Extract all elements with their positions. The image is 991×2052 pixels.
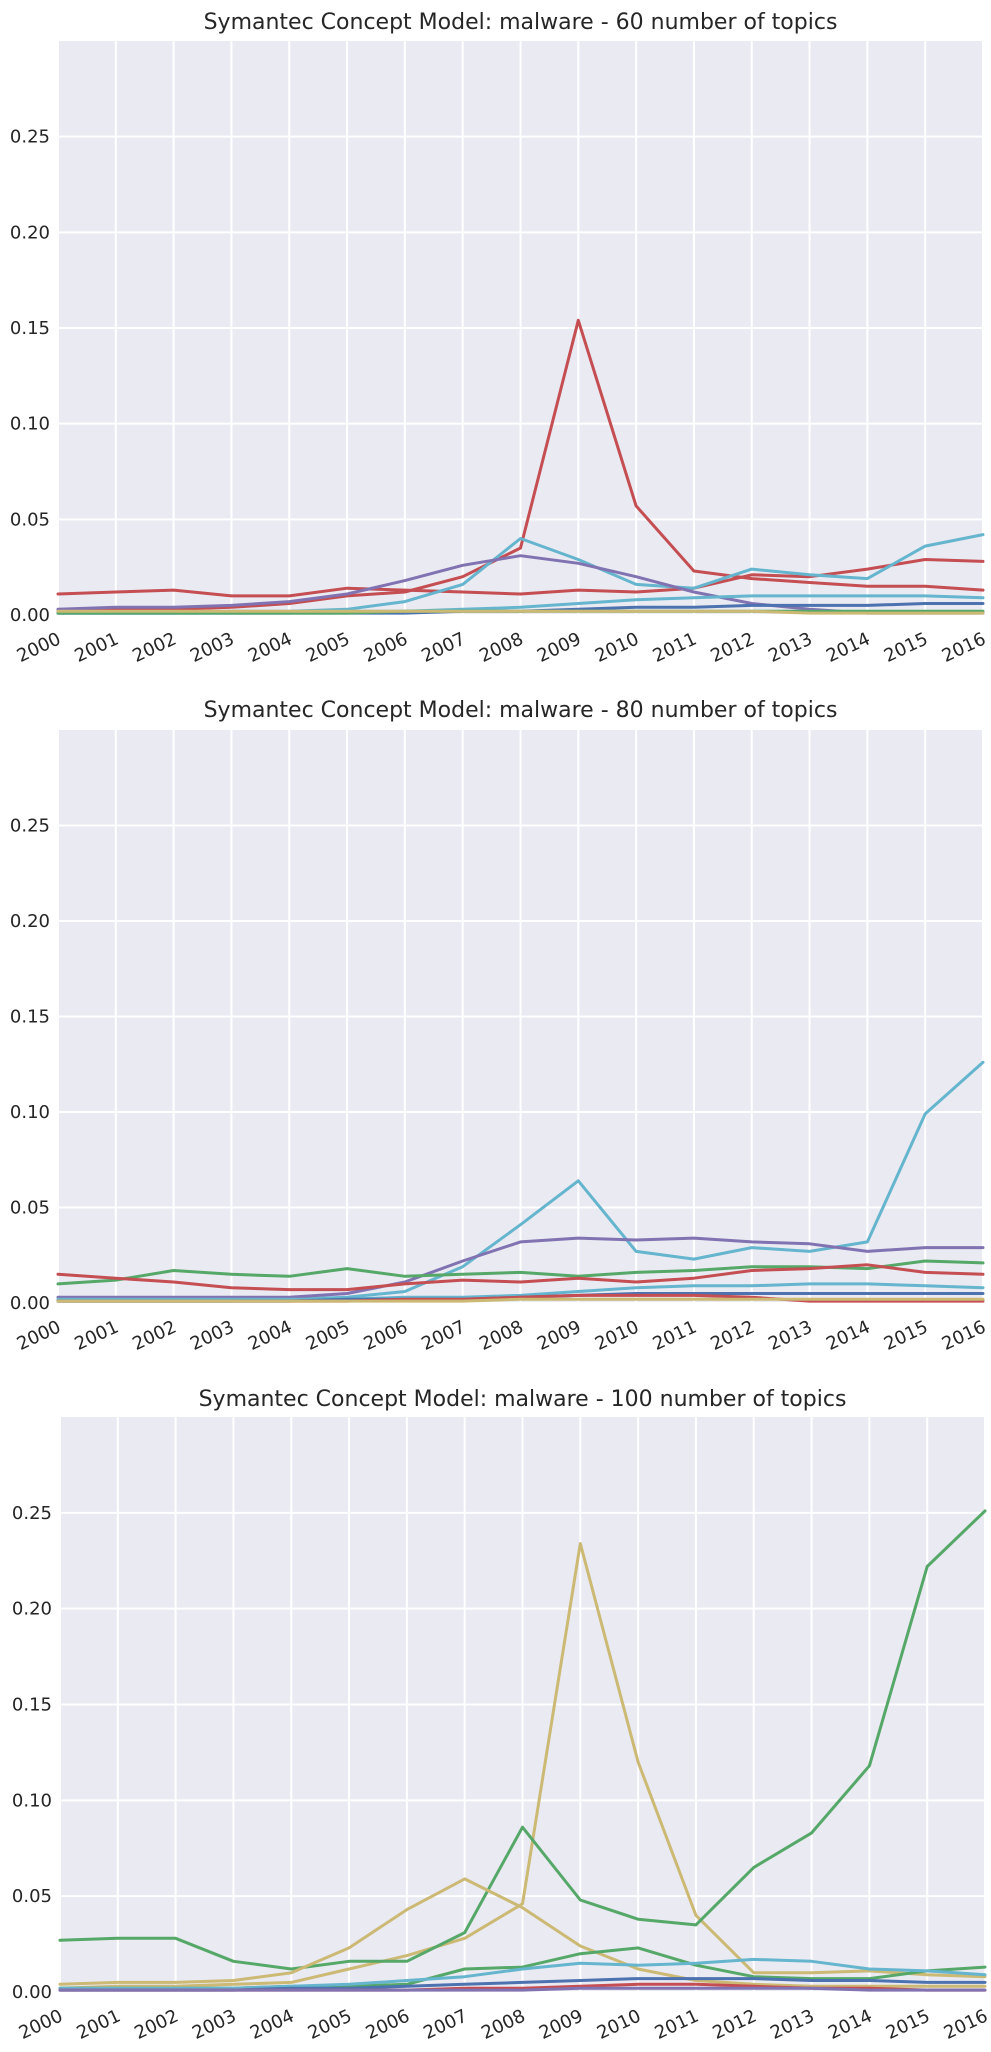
x-tick-label: 2006	[363, 2005, 413, 2043]
x-tick-label: 2016	[939, 1316, 989, 1354]
x-tick-label: 2008	[476, 628, 526, 666]
series-line-2	[56, 558, 985, 598]
x-tick-label: 2015	[881, 1316, 931, 1354]
x-tick-label: 2005	[303, 1316, 353, 1354]
series-line-8	[58, 1986, 987, 1992]
x-tick-label: 2011	[652, 2005, 702, 2043]
x-tick-label: 2016	[941, 2005, 991, 2043]
series-line-1	[58, 1542, 987, 1990]
chart-title: Symantec Concept Model: malware - 100 nu…	[199, 1387, 847, 1412]
x-tick-label: 2014	[823, 628, 873, 666]
series-line-5	[56, 1282, 985, 1301]
chart-panel-2: Symantec Concept Model: malware - 80 num…	[10, 698, 989, 1355]
x-tick-label: 2015	[881, 628, 931, 666]
series-line-2	[56, 1236, 985, 1299]
chart-panel-3: Symantec Concept Model: malware - 100 nu…	[12, 1387, 991, 2044]
x-tick-label: 2016	[939, 628, 989, 666]
y-tick-label: 0.20	[10, 911, 50, 932]
x-tick-label: 2013	[765, 628, 815, 666]
y-tick-label: 0.05	[10, 509, 50, 530]
x-tick-label: 2001	[72, 1316, 122, 1354]
x-tick-label: 2006	[361, 1316, 411, 1354]
y-tick-label: 0.10	[12, 1790, 52, 1811]
x-tick-label: 2014	[823, 1316, 873, 1354]
chart-title: Symantec Concept Model: malware - 80 num…	[204, 698, 838, 723]
y-tick-label: 0.00	[12, 1982, 52, 2003]
y-tick-label: 0.15	[10, 1007, 50, 1028]
y-tick-label: 0.00	[10, 605, 50, 626]
x-tick-label: 2002	[129, 628, 179, 666]
x-tick-label: 2000	[14, 628, 64, 666]
x-tick-label: 2000	[16, 2005, 66, 2043]
x-tick-label: 2003	[187, 628, 237, 666]
x-tick-label: 2011	[650, 628, 700, 666]
x-tick-label: 2012	[707, 628, 757, 666]
y-tick-label: 0.25	[10, 127, 50, 148]
series-line-5	[58, 1957, 987, 1990]
x-tick-label: 2008	[476, 1316, 526, 1354]
series-line-8	[56, 1297, 985, 1303]
x-tick-label: 2004	[247, 2005, 297, 2043]
x-tick-label: 2012	[709, 2005, 759, 2043]
x-tick-label: 2009	[534, 1316, 584, 1354]
x-tick-label: 2004	[245, 1316, 295, 1354]
x-tick-label: 2007	[418, 1316, 468, 1354]
x-tick-label: 2007	[420, 2005, 470, 2043]
x-tick-label: 2013	[767, 2005, 817, 2043]
y-tick-label: 0.10	[10, 1102, 50, 1123]
y-tick-label: 0.20	[10, 222, 50, 243]
x-tick-label: 2008	[478, 2005, 528, 2043]
x-tick-label: 2003	[187, 1316, 237, 1354]
x-tick-label: 2001	[72, 628, 122, 666]
y-tick-label: 0.10	[10, 414, 50, 435]
y-tick-label: 0.15	[10, 318, 50, 339]
chart-panel-1: Symantec Concept Model: malware - 60 num…	[10, 10, 989, 667]
x-tick-label: 2007	[418, 628, 468, 666]
y-tick-label: 0.05	[12, 1886, 52, 1907]
x-tick-label: 2010	[592, 628, 642, 666]
x-tick-label: 2004	[245, 628, 295, 666]
series-line-1	[56, 318, 985, 613]
y-tick-label: 0.25	[12, 1503, 52, 1524]
x-tick-label: 2015	[883, 2005, 933, 2043]
x-tick-label: 2009	[534, 628, 584, 666]
x-tick-label: 2010	[592, 1316, 642, 1354]
y-tick-label: 0.05	[10, 1198, 50, 1219]
x-tick-label: 2005	[303, 628, 353, 666]
y-tick-label: 0.00	[10, 1293, 50, 1314]
x-tick-label: 2009	[536, 2005, 586, 2043]
x-tick-label: 2011	[650, 1316, 700, 1354]
series-line-3	[58, 1877, 987, 1988]
series-line-4	[56, 1263, 985, 1292]
x-tick-label: 2012	[707, 1316, 757, 1354]
x-tick-label: 2006	[361, 628, 411, 666]
x-tick-label: 2010	[594, 2005, 644, 2043]
x-tick-label: 2000	[14, 1316, 64, 1354]
x-tick-label: 2005	[305, 2005, 355, 2043]
y-tick-label: 0.15	[12, 1695, 52, 1716]
y-tick-label: 0.25	[10, 816, 50, 837]
x-tick-label: 2014	[825, 2005, 875, 2043]
x-tick-label: 2003	[189, 2005, 239, 2043]
chart-title: Symantec Concept Model: malware - 60 num…	[204, 10, 838, 35]
series-line-8	[56, 609, 985, 615]
x-tick-label: 2002	[131, 2005, 181, 2043]
y-tick-label: 0.20	[12, 1599, 52, 1620]
series-line-2	[58, 1509, 987, 1971]
x-tick-label: 2013	[765, 1316, 815, 1354]
x-tick-label: 2002	[129, 1316, 179, 1354]
x-tick-label: 2001	[74, 2005, 124, 2043]
